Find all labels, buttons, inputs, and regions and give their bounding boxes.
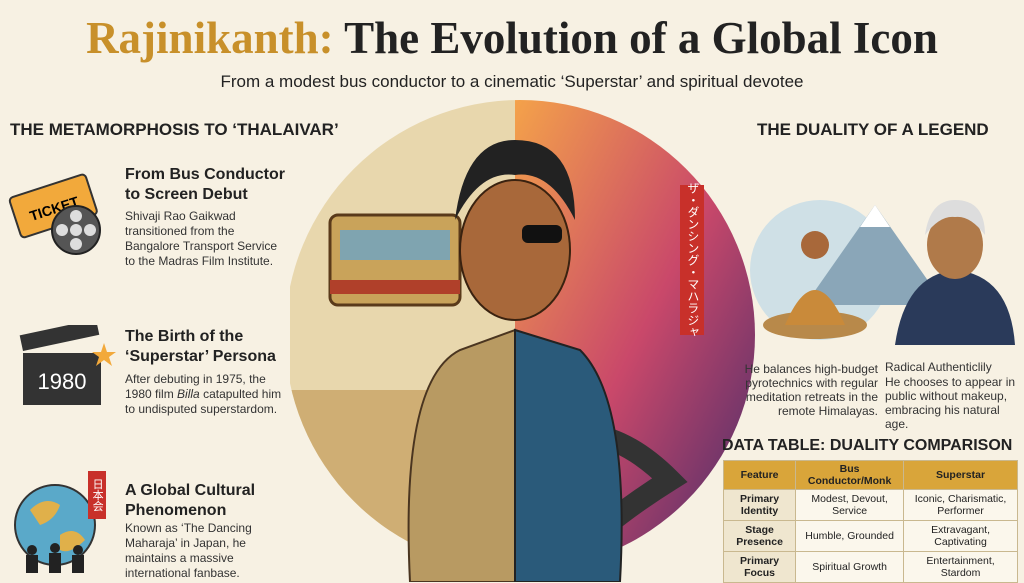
cell: Extravagant, Captivating <box>903 520 1018 552</box>
sign-text: 日本会 <box>91 479 104 512</box>
header-cell: Bus Conductor/Monk <box>795 460 905 490</box>
item-text-part: After debuting in 1975, the 1980 film <box>125 372 266 401</box>
caption-right-title: Radical Authenticlily <box>885 360 992 374</box>
right-heading: THE DUALITY OF A LEGEND <box>757 120 989 139</box>
cell: Entertainment, Stardom <box>903 551 1018 583</box>
sign-text: ザ・ダンシング・マハラジャ <box>686 182 700 338</box>
cell: Modest, Devout, Service <box>795 489 905 521</box>
table-row: Stage Presence Humble, Grounded Extravag… <box>722 520 1018 552</box>
cell: Humble, Grounded <box>795 520 905 552</box>
table-row: Primary Focus Spiritual Growth Entertain… <box>722 551 1018 583</box>
item-title: From Bus Conductor to Screen Debut <box>125 166 285 203</box>
title: Rajinikanth: The Evolution of a Global I… <box>0 12 1024 64</box>
table-title: DATA TABLE: DUALITY COMPARISON <box>722 437 1013 454</box>
item-title: A Global Cultural Phenomenon <box>125 482 256 519</box>
clapper-text: 1980 <box>38 369 87 394</box>
center-illustration: ザ・ダンシング・マハラジャ <box>290 100 755 582</box>
title-name: Rajinikanth: <box>86 13 334 63</box>
ticket-icon: TICKET <box>8 173 101 255</box>
header-cell: Superstar <box>903 460 1018 490</box>
caption-right-text: He chooses to appear in public without m… <box>885 375 1016 431</box>
left-heading: THE METAMORPHOSIS TO ‘THALAIVAR’ <box>10 120 339 139</box>
item-text: Shivaji Rao Gaikwad transitioned from th… <box>125 209 278 268</box>
table-header: Feature Bus Conductor/Monk Superstar <box>722 460 1018 490</box>
subtitle: From a modest bus conductor to a cinemat… <box>220 72 804 91</box>
film-name: Billa <box>177 387 200 401</box>
item-text: After debuting in 1975, the 1980 film Bi… <box>125 372 290 417</box>
header-cell: Feature <box>722 460 797 490</box>
item-text: Known as ‘The Dancing Maharaja’ in Japan… <box>125 521 252 580</box>
item-text-part: catapulted him to undisputed superstardo… <box>125 387 282 416</box>
item-title: The Birth of the ‘Superstar’ Persona <box>125 328 276 365</box>
cell: Stage Presence <box>722 520 797 552</box>
cell: Primary Focus <box>722 551 797 583</box>
comparison-table: Feature Bus Conductor/Monk Superstar Pri… <box>722 460 1018 583</box>
clapper-icon: 1980 <box>19 325 116 405</box>
duality-illustration <box>750 200 1015 345</box>
globe-icon: 日本会 <box>14 471 106 573</box>
title-rest: The Evolution of a Global Icon <box>344 13 938 63</box>
caption-left: He balances high-budget pyrotechnics wit… <box>744 362 878 418</box>
cell: Spiritual Growth <box>795 551 905 583</box>
table-row: Primary Identity Modest, Devout, Service… <box>722 489 1018 521</box>
cell: Primary Identity <box>722 489 797 521</box>
cell: Iconic, Charismatic, Performer <box>903 489 1018 521</box>
